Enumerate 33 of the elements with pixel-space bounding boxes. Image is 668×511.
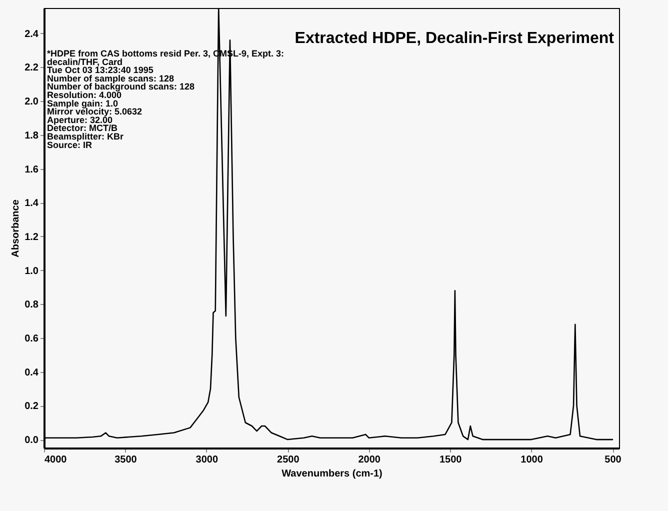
x-tick-label: 1500	[439, 454, 462, 466]
y-tick-label: 0.6	[24, 334, 39, 344]
annotation: Number of background scans: 128	[47, 82, 195, 92]
x-tick-label: 3500	[114, 454, 138, 466]
annotation: Detector: MCT/B	[47, 123, 118, 134]
y-tick-label: 0.4	[24, 367, 39, 378]
y-tick-label: 1.2	[24, 232, 39, 243]
x-tick-label: 3000	[196, 454, 218, 466]
x-tick-label: 2000	[358, 454, 381, 466]
annotation: decalin/THF, Card	[47, 56, 123, 67]
annotation: Number of sample scans: 128	[47, 73, 174, 84]
x-tick-label: 1000	[520, 454, 544, 466]
y-tick-label: 0.2	[24, 401, 39, 412]
x-tick-label: 2500	[277, 454, 300, 466]
y-tick-label: 2.0	[24, 96, 39, 108]
y-tick-label: 1.8	[24, 130, 39, 142]
annotation: Beamsplitter: KBr	[47, 132, 124, 142]
y-tick-label: 2.2	[24, 62, 39, 74]
y-tick-label: 2.4	[24, 28, 39, 40]
y-tick-label: 0.0	[24, 435, 39, 446]
y-axis-title: Absorbance	[10, 199, 22, 258]
annotation: Tue Oct 03 13:23:40 1995	[47, 65, 154, 76]
x-tick-label: 500	[604, 454, 622, 466]
annotation: Resolution: 4.000	[47, 90, 122, 100]
y-tick-label: 1.6	[24, 164, 39, 176]
y-tick-label: 1.0	[24, 266, 39, 277]
x-tick-label: 4000	[44, 454, 68, 466]
annotation: Sample gain: 1.0	[47, 98, 118, 108]
y-tick-label: 0.8	[24, 300, 39, 311]
x-axis-title: Wavenumbers (cm-1)	[282, 468, 382, 480]
text: Extracted HDPE, Decalin-First Experiment	[294, 30, 615, 47]
y-tick-label: 1.4	[24, 198, 39, 210]
annotation: Mirror velocity: 5.0632	[47, 106, 142, 117]
